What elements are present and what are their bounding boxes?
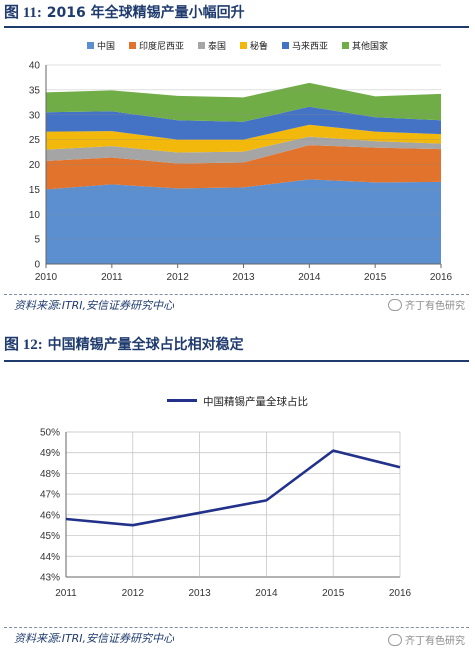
area-series <box>46 179 441 264</box>
x-tick-label: 2011 <box>101 272 123 283</box>
y-tick-label: 30 <box>29 110 41 121</box>
y-tick-label: 50% <box>40 428 60 439</box>
y-tick-label: 43% <box>40 573 60 584</box>
series-line <box>65 449 401 527</box>
x-tick-label: 2013 <box>188 588 211 599</box>
legend-label: 马来西亚 <box>292 42 329 52</box>
stacked-area-chart: 0 5 10 15 20 25 30 35 40 2010 2011 2012 2013 2014 2015… <box>29 61 453 284</box>
x-tick-label: 2013 <box>232 272 255 283</box>
legend-label: 中国 <box>96 42 115 52</box>
figure-12-source: 资料来源:ITRI,安信证券研究中心 <box>14 632 175 645</box>
x-tick-label: 2015 <box>322 588 345 599</box>
legend-item: 其他国家 <box>342 39 388 52</box>
figure-11-title: 图 11: 2016 年全球精锡产量小幅回升 <box>4 0 245 26</box>
legend-item: 马来西亚 <box>282 39 328 52</box>
line-legend-label: 中国精锡产量全球占比 <box>203 396 308 408</box>
figure-11-title-text: 2016 年全球精锡产量小幅回升 <box>46 5 245 21</box>
legend-swatch <box>342 42 350 49</box>
y-tick-label: 45% <box>40 531 60 542</box>
x-tick-label: 2012 <box>122 588 145 599</box>
y-tick-label: 46% <box>40 510 60 521</box>
y-tick-label: 25 <box>29 135 41 146</box>
figure-11-source: 资料来源:ITRI,安信证券研究中心 <box>14 299 175 312</box>
legend-item: 秘鲁 <box>240 39 268 52</box>
figure-11-bottom-rule <box>4 294 469 295</box>
y-tick-label: 49% <box>40 448 60 459</box>
figure-12-bottom-rule <box>4 627 469 628</box>
legend-label: 其他国家 <box>352 42 389 52</box>
y-tick-label: 40 <box>29 61 41 72</box>
figure-11-watermark-text: 齐丁有色研究 <box>405 301 465 312</box>
legend-item: 泰国 <box>197 39 226 52</box>
y-tick-label: 5 <box>34 235 40 246</box>
figure-12-top-rule <box>4 360 469 362</box>
y-tick-label: 35 <box>29 85 41 96</box>
x-tick-label: 2010 <box>35 272 58 283</box>
wechat-icon <box>388 299 402 311</box>
x-tick-label: 2016 <box>430 272 453 283</box>
figure-12-title-text: 中国精锡产量全球占比相对稳定 <box>47 337 244 353</box>
x-tick-label: 2011 <box>55 588 77 599</box>
area-chart-legend: 中国 印度尼西亚 泰国 秘鲁 马来西亚 其他国家 <box>0 39 475 52</box>
y-tick-label: 44% <box>40 552 60 563</box>
line-chart-legend: 中国精锡产量全球占比 <box>0 394 475 409</box>
area-series <box>46 136 441 164</box>
legend-swatch <box>240 42 247 49</box>
legend-swatch <box>128 42 136 49</box>
y-tick-label: 10 <box>29 210 41 221</box>
figure-11-number: 图 11: <box>4 5 42 21</box>
figure-12-title: 图 12: 中国精锡产量全球占比相对稳定 <box>4 332 244 358</box>
x-tick-label: 2012 <box>167 272 190 283</box>
legend-item: 中国 <box>86 39 115 52</box>
y-tick-label: 47% <box>40 490 60 501</box>
figure-11-watermark: 齐丁有色研究 <box>388 297 465 312</box>
line-legend-swatch <box>167 399 197 402</box>
legend-label: 秘鲁 <box>250 42 269 52</box>
legend-swatch <box>86 42 94 49</box>
x-tick-label: 2015 <box>364 272 387 283</box>
y-tick-label: 20 <box>29 160 41 171</box>
legend-item: 印度尼西亚 <box>128 39 184 52</box>
area-series <box>46 82 441 122</box>
legend-label: 印度尼西亚 <box>138 42 184 52</box>
x-tick-label: 2014 <box>298 272 321 283</box>
legend-swatch <box>197 42 205 49</box>
figure-11-top-rule <box>4 26 469 28</box>
wechat-icon <box>388 634 402 646</box>
area-series <box>46 145 441 190</box>
legend-label: 泰国 <box>207 42 226 52</box>
area-series <box>46 124 441 153</box>
figure-12-watermark: 齐丁有色研究 <box>388 632 465 647</box>
y-tick-label: 15 <box>29 185 41 196</box>
legend-swatch <box>282 42 290 49</box>
figure-12-watermark-text: 齐丁有色研究 <box>405 636 465 647</box>
y-tick-label: 0 <box>34 260 40 271</box>
figure-12-number: 图 12: <box>4 337 43 353</box>
x-tick-label: 2014 <box>255 588 278 599</box>
y-tick-label: 48% <box>40 469 60 480</box>
x-tick-label: 2016 <box>389 588 412 599</box>
